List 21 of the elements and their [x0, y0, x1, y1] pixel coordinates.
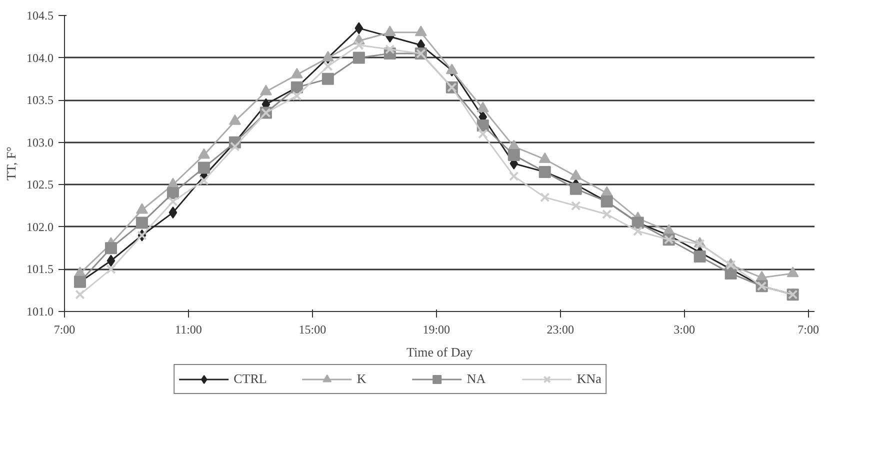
legend-label: CTRL: [234, 371, 267, 387]
y-tick-label: 102.0: [26, 220, 54, 234]
x-tick-label: 23:00: [546, 322, 574, 336]
legend-label: K: [356, 371, 368, 387]
x-tick-label: 15:00: [298, 322, 326, 336]
x-tick-label: 3:00: [674, 322, 696, 336]
x-tick-label: 11:00: [175, 322, 202, 336]
y-tick-label: 104.5: [26, 8, 54, 22]
y-tick-label: 103.5: [26, 93, 54, 108]
x-tick-label: 7:00: [54, 322, 76, 336]
y-tick-label: 102.5: [26, 178, 54, 192]
legend-label: NA: [466, 371, 487, 387]
y-tick-label: 101.5: [26, 262, 54, 276]
y-axis-title: TT, F°: [4, 146, 18, 180]
x-axis-title: Time of Day: [406, 344, 473, 360]
legend-label: KNa: [576, 371, 602, 387]
y-tick-label: 104.0: [26, 50, 54, 65]
x-tick-label: 7:00: [798, 322, 819, 336]
y-tick-label: 103.0: [26, 135, 54, 150]
y-tick-label: 101.0: [26, 304, 54, 318]
x-tick-label: 19:00: [422, 322, 450, 336]
